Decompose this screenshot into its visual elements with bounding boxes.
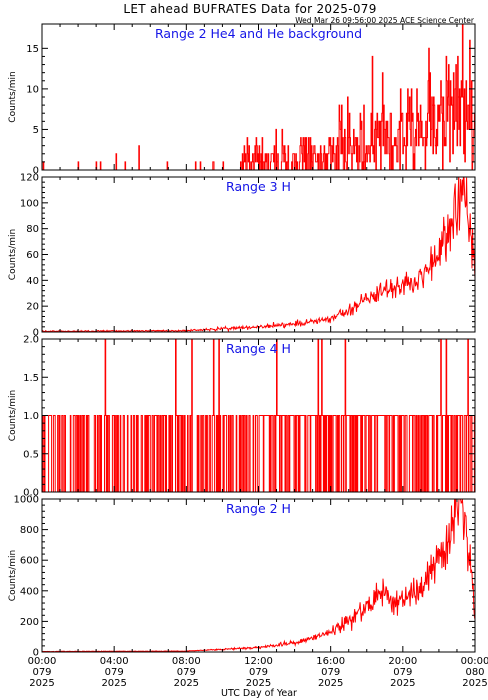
y-tick-label: 800 xyxy=(20,525,39,536)
y-tick-label: 100 xyxy=(20,198,39,209)
x-tick-doy: 080 xyxy=(465,667,484,678)
timestamp: Wed Mar 26 09:56:00 2025 ACE Science Cen… xyxy=(295,16,475,25)
x-tick-time: 08:00 xyxy=(172,656,201,667)
y-tick-label: 0 xyxy=(33,648,39,659)
y-axis-label: Counts/min xyxy=(8,390,18,441)
y-tick-label: 10 xyxy=(26,84,39,95)
plot-frame xyxy=(41,498,476,653)
panel-1: 0 5 10 15 Counts/min Range 2 He4 and He backg… xyxy=(8,23,476,177)
x-tick-doy: 079 xyxy=(177,667,196,678)
panels: 0 5 10 15 Counts/min Range 2 He4 and He backg… xyxy=(8,23,476,659)
y-tick-label: 80 xyxy=(26,224,39,235)
y-tick-label: 40 xyxy=(26,276,39,287)
y-tick-label: 1.5 xyxy=(23,373,39,384)
x-tick-year: 2025 xyxy=(101,678,126,689)
y-tick-label: 1.0 xyxy=(23,411,39,422)
y-tick-label: 200 xyxy=(20,617,39,628)
x-tick-doy: 079 xyxy=(105,667,124,678)
panel-label: Range 4 H xyxy=(226,341,291,356)
y-axis-label: Counts/min xyxy=(8,550,18,601)
y-tick-label: 400 xyxy=(20,586,39,597)
x-tick-time: 20:00 xyxy=(388,656,417,667)
y-tick-label: 20 xyxy=(26,302,39,313)
y-tick-label: 5 xyxy=(33,125,39,136)
y-tick-label: 0.5 xyxy=(23,449,39,460)
y-axis-label: Counts/min xyxy=(8,229,18,280)
panel-label: Range 3 H xyxy=(226,179,291,194)
x-axis-label: UTC Day of Year xyxy=(221,688,297,699)
x-tick-time: 04:00 xyxy=(100,656,129,667)
data-series-line xyxy=(42,499,475,652)
panel-3: 0.0 0.5 1.0 1.5 2.0 Counts/min Range 4 H xyxy=(8,335,476,499)
y-axis-label: Counts/min xyxy=(8,71,18,122)
y-tick-label: 0 xyxy=(33,166,39,177)
panel-2: 0 20 40 60 80 100 120 Counts/min Range 3 H xyxy=(8,173,476,339)
x-tick-time: 16:00 xyxy=(316,656,345,667)
panel-4: 0 200 400 600 800 1000 Counts/min Range 2 H xyxy=(8,495,476,659)
x-axis: 00:00079202504:00079202508:00079202512:0… xyxy=(28,656,488,689)
y-tick-label: 120 xyxy=(20,173,39,184)
x-tick-doy: 079 xyxy=(393,667,412,678)
panel-label: Range 2 He4 and He background xyxy=(155,26,362,41)
x-tick-year: 2025 xyxy=(174,678,199,689)
data-series-line xyxy=(42,339,475,492)
y-tick-label: 0.0 xyxy=(23,488,39,499)
x-tick-doy: 079 xyxy=(249,667,268,678)
y-tick-label: 2.0 xyxy=(23,335,39,346)
x-tick-doy: 079 xyxy=(321,667,340,678)
y-tick-label: 15 xyxy=(26,44,39,55)
x-tick-time: 00:00 xyxy=(461,656,488,667)
x-tick-year: 2025 xyxy=(29,678,54,689)
x-tick-time: 00:00 xyxy=(28,656,57,667)
x-tick-time: 12:00 xyxy=(244,656,273,667)
y-tick-label: 600 xyxy=(20,556,39,567)
x-tick-doy: 079 xyxy=(32,667,51,678)
y-tick-label: 0 xyxy=(33,328,39,339)
x-tick-year: 2025 xyxy=(246,678,271,689)
x-tick-year: 2025 xyxy=(390,678,415,689)
y-tick-label: 1000 xyxy=(14,495,39,506)
data-series-line xyxy=(42,24,475,170)
y-tick-label: 60 xyxy=(26,250,39,261)
x-tick-year: 2025 xyxy=(462,678,487,689)
x-tick-year: 2025 xyxy=(318,678,343,689)
plot-frame xyxy=(41,176,476,333)
chart-title: LET ahead BUFRATES Data for 2025-079 xyxy=(123,2,376,16)
panel-label: Range 2 H xyxy=(226,501,291,516)
